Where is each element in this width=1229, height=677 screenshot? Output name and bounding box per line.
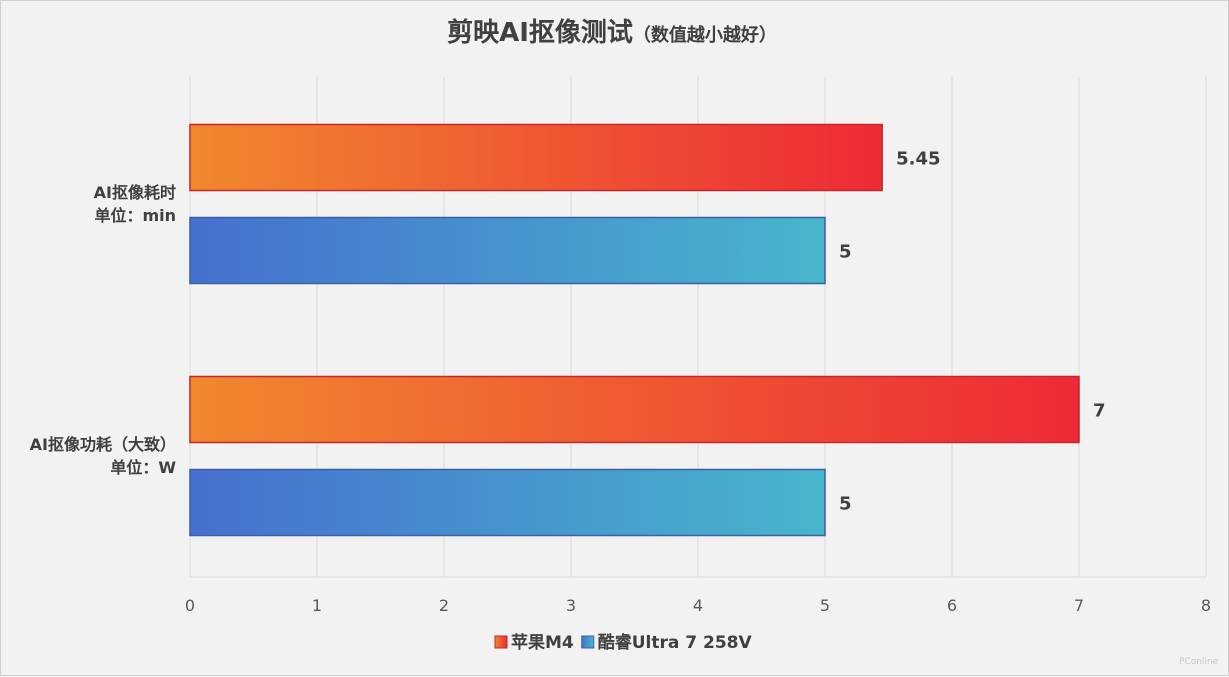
data-label: 5.45 bbox=[896, 149, 940, 170]
watermark: PConline bbox=[1179, 657, 1219, 667]
x-tick-label: 8 bbox=[1201, 596, 1211, 615]
x-tick-label: 7 bbox=[1074, 596, 1084, 615]
x-tick-label: 1 bbox=[312, 596, 322, 615]
data-label: 5 bbox=[839, 242, 852, 263]
bars bbox=[189, 123, 1080, 537]
category-label: 单位：min bbox=[94, 206, 176, 225]
chart-title: 剪映AI抠像测试（数值越小越好） bbox=[447, 17, 777, 48]
legend-label: 苹果M4 bbox=[511, 632, 574, 653]
x-tick-label: 5 bbox=[820, 596, 830, 615]
data-label: 5 bbox=[839, 494, 852, 515]
x-axis-ticks: 0 1 2 3 4 5 6 7 8 bbox=[185, 596, 1211, 615]
category-label: AI抠像功耗（大致） bbox=[30, 435, 176, 454]
data-label: 7 bbox=[1093, 401, 1106, 422]
x-tick-label: 3 bbox=[566, 596, 576, 615]
data-labels: 5.45 5 7 5 bbox=[839, 149, 1106, 515]
x-tick-label: 6 bbox=[947, 596, 957, 615]
bar bbox=[189, 468, 826, 537]
x-tick-label: 2 bbox=[439, 596, 449, 615]
category-label: AI抠像耗时 bbox=[94, 183, 176, 202]
bar bbox=[189, 216, 826, 285]
legend-swatch bbox=[581, 635, 595, 649]
legend-label: 酷睿Ultra 7 258V bbox=[598, 632, 753, 653]
legend: 苹果M4 酷睿Ultra 7 258V bbox=[494, 632, 753, 653]
x-tick-label: 0 bbox=[185, 596, 195, 615]
bar bbox=[189, 375, 1080, 444]
chart-title-main: 剪映AI抠像测试 bbox=[447, 17, 633, 48]
category-label: 单位：W bbox=[110, 458, 176, 477]
chart-title-sub: （数值越小越好） bbox=[633, 24, 777, 46]
x-tick-label: 4 bbox=[693, 596, 703, 615]
bar bbox=[189, 123, 883, 192]
legend-swatch bbox=[494, 635, 508, 649]
